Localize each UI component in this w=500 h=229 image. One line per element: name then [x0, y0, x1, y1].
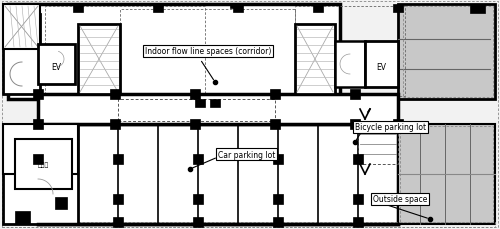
Bar: [193, 217, 203, 227]
Bar: [350, 120, 360, 129]
Bar: [400, 126, 493, 222]
Bar: [230, 4, 238, 9]
Bar: [353, 154, 363, 164]
Bar: [295, 25, 335, 95]
Text: Bicycle parking lot: Bicycle parking lot: [355, 123, 426, 132]
Bar: [3, 5, 40, 50]
Bar: [270, 90, 280, 100]
Bar: [470, 5, 485, 14]
Bar: [190, 90, 200, 100]
Bar: [195, 100, 205, 108]
Bar: [393, 120, 403, 129]
Bar: [273, 154, 283, 164]
Bar: [233, 5, 243, 13]
Bar: [210, 100, 220, 108]
Bar: [3, 15, 40, 95]
Bar: [3, 124, 78, 174]
Bar: [15, 139, 72, 189]
Bar: [15, 211, 30, 224]
Text: Outside space: Outside space: [373, 195, 428, 204]
Text: Indoor flow line spaces (corridor): Indoor flow line spaces (corridor): [145, 47, 272, 56]
Bar: [398, 5, 495, 100]
Bar: [393, 5, 403, 13]
Bar: [33, 90, 43, 100]
Bar: [193, 154, 203, 164]
Bar: [273, 194, 283, 204]
Bar: [110, 90, 120, 100]
Bar: [120, 10, 295, 97]
Bar: [3, 124, 78, 224]
Bar: [335, 42, 365, 88]
Bar: [118, 100, 275, 121]
Bar: [8, 5, 340, 100]
Bar: [45, 7, 205, 97]
Bar: [353, 194, 363, 204]
Text: 洗車場: 洗車場: [38, 161, 48, 167]
Bar: [33, 154, 43, 164]
Bar: [350, 90, 360, 100]
Bar: [358, 124, 398, 164]
Bar: [398, 124, 495, 224]
Bar: [365, 42, 398, 88]
Bar: [313, 5, 323, 13]
Text: Car parking lot: Car parking lot: [218, 150, 276, 159]
Bar: [38, 124, 398, 224]
Bar: [33, 120, 43, 129]
Bar: [353, 217, 363, 227]
Bar: [113, 154, 123, 164]
Text: EV: EV: [51, 62, 61, 71]
Bar: [38, 45, 75, 85]
Bar: [110, 120, 120, 129]
Bar: [38, 95, 398, 124]
Bar: [55, 197, 67, 209]
Bar: [295, 7, 405, 97]
Bar: [73, 5, 83, 13]
Bar: [403, 7, 493, 98]
Bar: [193, 194, 203, 204]
Bar: [78, 25, 120, 95]
Bar: [190, 120, 200, 129]
Bar: [153, 5, 163, 13]
Bar: [270, 120, 280, 129]
Bar: [273, 217, 283, 227]
Bar: [2, 222, 495, 227]
Bar: [113, 217, 123, 227]
Bar: [113, 194, 123, 204]
Text: EV: EV: [376, 62, 386, 71]
